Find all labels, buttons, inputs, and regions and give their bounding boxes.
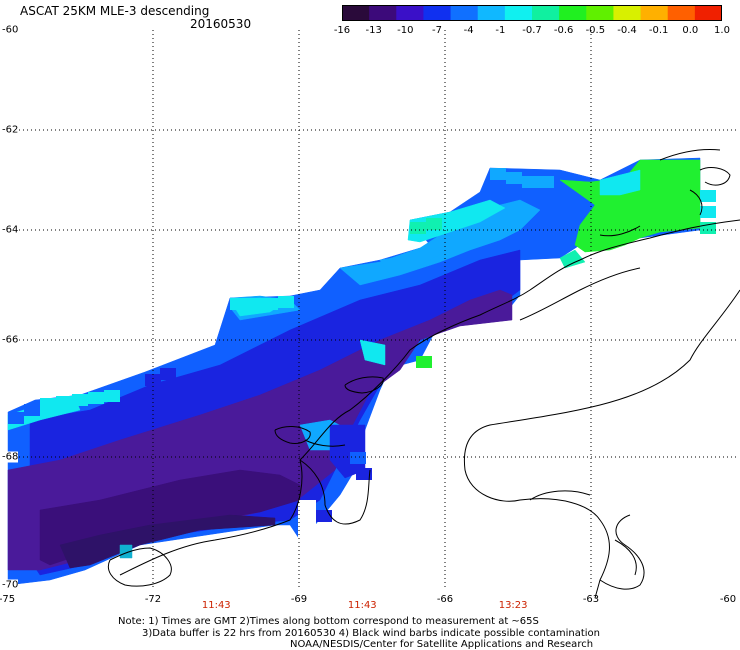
latitude-label: -60 — [2, 24, 19, 36]
latitude-label: -68 — [2, 451, 19, 463]
footer-note-3: NOAA/NESDIS/Center for Satellite Applica… — [290, 639, 594, 650]
longitude-label: -75 — [0, 594, 16, 605]
colorbar-segment — [450, 5, 479, 21]
product-title: ASCAT 25KM MLE-3 descending — [20, 4, 210, 18]
colorbar-label: -16 — [333, 25, 351, 36]
colorbar-label: 1.0 — [714, 25, 730, 36]
mle-swath-field — [7, 157, 716, 586]
pass-time-label: 13:23 — [498, 600, 528, 611]
colorbar-label: -7 — [432, 25, 442, 36]
colorbar-label: -0.7 — [522, 25, 542, 36]
colorbar-segment — [667, 5, 696, 21]
colorbar-label: -0.5 — [585, 25, 606, 36]
colorbar-segment — [369, 5, 397, 21]
colorbar-label: 0.0 — [682, 25, 699, 36]
longitude-label: -66 — [436, 594, 454, 605]
longitude-label: -63 — [582, 594, 600, 605]
coastline — [107, 149, 740, 599]
colorbar-label: -0.4 — [617, 25, 637, 36]
colorbar-label: -13 — [365, 25, 382, 36]
colorbar-segment — [586, 5, 615, 21]
latitude-label: -62 — [2, 124, 19, 136]
colorbar-segment — [342, 5, 370, 21]
latitude-label: -70 — [2, 579, 19, 591]
longitude-label: -69 — [290, 594, 308, 605]
footer-note-1: Note: 1) Times are GMT 2)Times along bot… — [118, 616, 539, 627]
colorbar — [342, 5, 722, 21]
colorbar-segment — [396, 5, 425, 21]
colorbar-segment — [613, 5, 642, 21]
colorbar-segment — [423, 5, 452, 21]
colorbar-segment — [559, 5, 587, 21]
colorbar-label: -4 — [463, 25, 474, 36]
footer-note-2: 3)Data buffer is 22 hrs from 20160530 4)… — [142, 628, 600, 639]
colorbar-label: -10 — [397, 25, 414, 36]
pass-time-label: 11:43 — [201, 600, 231, 611]
longitude-label: -72 — [144, 594, 162, 605]
product-date: 20160530 — [190, 17, 252, 31]
colorbar-segment — [694, 5, 722, 21]
colorbar-segment — [504, 5, 533, 21]
colorbar-labels: -16 -13 -10 -7 -4 -1 -0.7 -0.6 -0.5 -0.4 -0.1 0.0 1.… — [322, 25, 740, 39]
graticule — [7, 30, 737, 587]
colorbar-segment — [477, 5, 506, 21]
colorbar-segment — [640, 5, 669, 21]
pass-time-label: 11:43 — [347, 600, 377, 611]
latitude-label: -64 — [2, 224, 19, 236]
latitude-label: -66 — [2, 334, 19, 346]
colorbar-label: -0.6 — [553, 25, 574, 36]
colorbar-label: -0.1 — [648, 25, 669, 36]
longitude-label: -60 — [719, 594, 737, 605]
colorbar-segment — [532, 5, 560, 21]
colorbar-label: -1 — [495, 25, 506, 36]
